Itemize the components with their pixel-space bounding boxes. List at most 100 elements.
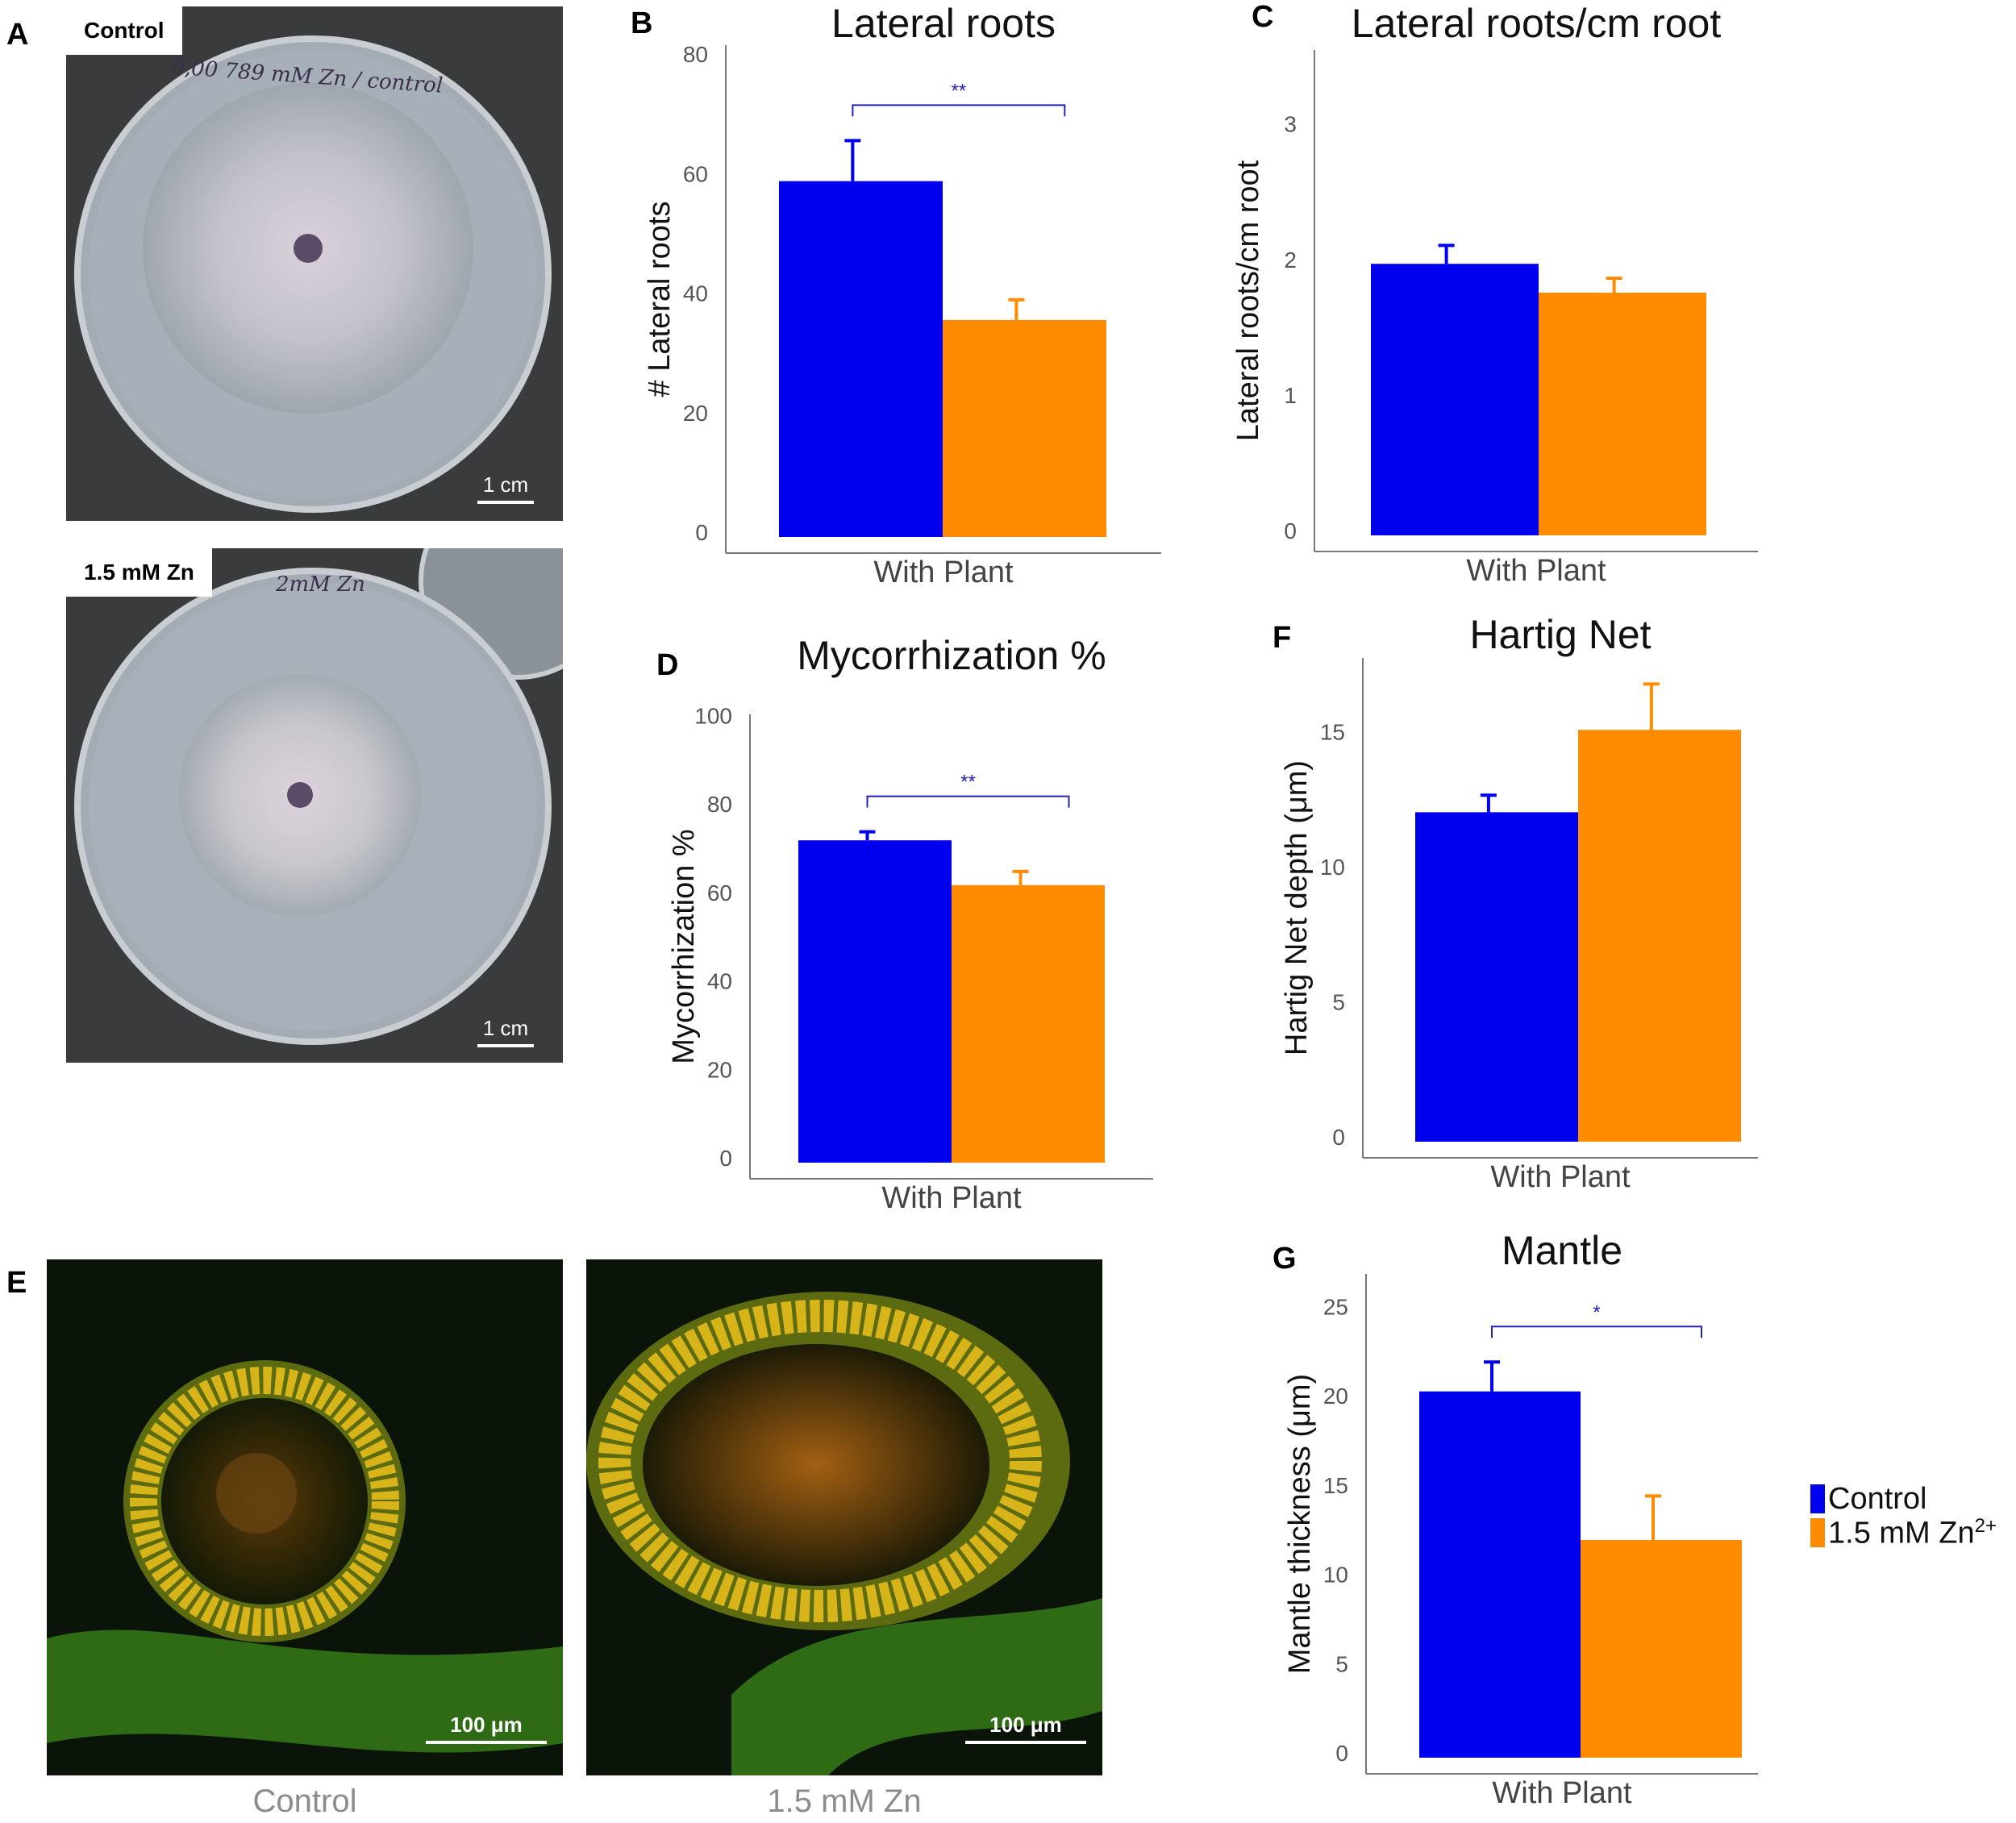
scale-bar-plate-control: 1 cm [477, 472, 534, 504]
panel-letter-e: E [6, 1266, 27, 1300]
bar-control [1371, 264, 1539, 535]
y-tick-label: 15 [1323, 1473, 1348, 1498]
scale-line [426, 1741, 547, 1744]
bar-zinc [1581, 1540, 1742, 1758]
x-tick-label: With Plant [1466, 554, 1606, 588]
bar-control [1415, 812, 1578, 1142]
chart-panel-g: Mantle 0 5 10 15 20 25 Mantle thickness (μm) Wit… [1210, 1228, 1774, 1822]
y-tick-label: 60 [683, 161, 708, 186]
legend-label-zinc: 1.5 mM Zn2+ [1828, 1515, 1997, 1551]
chart-panel-f: Hartig Net 0 5 10 15 Hartig Net depth (μm) Wit… [1210, 612, 1774, 1201]
y-axis-label: Hartig Net depth (μm) [1280, 760, 1314, 1055]
y-tick-label: 20 [1323, 1384, 1348, 1409]
panel-letter-g: G [1272, 1242, 1297, 1276]
petri-plate-zinc: 1.5 mM Zn 2mM Zn 1 cm [66, 548, 563, 1063]
y-tick-label: 0 [1335, 1741, 1348, 1766]
bar-zinc [1539, 293, 1706, 535]
significance-label: ** [960, 772, 976, 793]
micrograph-control: 100 μm [47, 1259, 563, 1775]
y-tick-label: 0 [1284, 518, 1297, 543]
bar-control [1419, 1391, 1581, 1758]
y-tick-label: 20 [707, 1057, 732, 1082]
bar-zinc [943, 319, 1106, 537]
chart-svg-g: Mantle 0 5 10 15 20 25 Mantle thickness (μm) Wit… [1283, 1228, 1758, 1810]
y-tick-label: 20 [683, 401, 708, 426]
legend-swatch-zinc [1810, 1518, 1825, 1547]
panel-letter-c: C [1252, 0, 1274, 34]
petri-dish-zinc-image [66, 548, 563, 1063]
y-tick-label: 100 [694, 703, 732, 728]
y-tick-label: 1 [1284, 383, 1297, 408]
panel-letter-a: A [6, 18, 29, 52]
panel-letter-b: B [631, 6, 653, 40]
chart-title: Hartig Net [1469, 612, 1651, 657]
bar-control [798, 840, 952, 1163]
y-axis-label: Mycorrhization % [667, 829, 701, 1063]
petri-plate-control: Control 0,00 789 mM Zn / control 1 cm [66, 6, 563, 521]
y-tick-label: 80 [707, 792, 732, 817]
significance-label: * [1593, 1301, 1600, 1323]
y-tick-label: 5 [1332, 989, 1345, 1014]
x-tick-label: With Plant [1490, 1160, 1631, 1194]
scale-label: 1 cm [482, 472, 529, 497]
micrograph-control-image [47, 1259, 563, 1775]
legend-item-zinc: 1.5 mM Zn2+ [1810, 1515, 1997, 1551]
chart-svg-d: Mycorrhization % 0 20 40 60 80 100 Mycorrhizati… [667, 633, 1153, 1215]
legend-label-control: Control [1828, 1481, 1927, 1516]
y-tick-label: 5 [1335, 1651, 1348, 1676]
plate-handwriting-zinc: 2mM Zn [276, 572, 365, 597]
scale-line [965, 1741, 1086, 1744]
chart-panel-d: Mycorrhization % 0 20 40 60 80 100 Mycorrhizati… [621, 633, 1185, 1226]
scale-line [477, 1044, 534, 1047]
bar-zinc [1578, 730, 1741, 1142]
chart-svg-b: Lateral roots 0 20 40 60 80 # Lateral roots Wit… [643, 1, 1161, 589]
scale-label: 100 μm [989, 1713, 1062, 1737]
y-tick-label: 3 [1284, 112, 1297, 137]
x-tick-label: With Plant [1492, 1776, 1632, 1810]
micrograph-zinc-image [586, 1259, 1102, 1775]
y-tick-label: 15 [1320, 719, 1345, 744]
y-tick-label: 10 [1323, 1563, 1348, 1588]
scale-label: 100 μm [450, 1713, 523, 1737]
chart-title: Lateral roots [831, 1, 1056, 46]
y-axis-label: Mantle thickness (μm) [1283, 1374, 1317, 1674]
chart-panel-c: Lateral roots/cm root 0 1 2 3 Lateral roots/c… [1210, 0, 1774, 589]
significance-bracket [866, 795, 1070, 808]
legend-item-control: Control [1810, 1482, 1997, 1516]
panel-letter-f: F [1272, 621, 1292, 655]
chart-title: Mantle [1502, 1228, 1622, 1273]
chart-svg-c: Lateral roots/cm root 0 1 2 3 Lateral roots/c… [1231, 1, 1758, 588]
scale-label: 1 cm [482, 1016, 529, 1040]
bar-zinc [952, 884, 1105, 1163]
y-tick-label: 40 [683, 281, 708, 306]
chart-title: Mycorrhization % [797, 633, 1106, 678]
micrograph-caption-control: Control [252, 1783, 357, 1819]
x-tick-label: With Plant [881, 1181, 1022, 1215]
scale-bar-plate-zinc: 1 cm [477, 1016, 534, 1047]
bar-control [779, 181, 943, 537]
chart-panel-b: Lateral roots 0 20 40 60 80 # Lateral roots Wit… [621, 0, 1185, 589]
scale-line [477, 501, 534, 504]
legend-swatch-control [1810, 1484, 1825, 1513]
y-tick-label: 25 [1323, 1294, 1348, 1319]
legend-label-zinc-sup: 2+ [1974, 1514, 1997, 1537]
y-tick-label: 0 [695, 520, 708, 545]
y-tick-label: 10 [1320, 855, 1345, 880]
scale-bar-micro-zinc: 100 μm [965, 1713, 1086, 1744]
legend-label-zinc-base: 1.5 mM Zn [1828, 1516, 1975, 1550]
micrograph-caption-zinc: 1.5 mM Zn [767, 1783, 922, 1819]
micrograph-zinc: 100 μm [586, 1259, 1102, 1775]
significance-bracket [1491, 1326, 1702, 1338]
x-tick-label: With Plant [873, 556, 1014, 589]
significance-bracket [852, 104, 1066, 117]
significance-label: ** [952, 80, 967, 102]
y-tick-label: 0 [1332, 1125, 1345, 1150]
y-tick-label: 80 [683, 42, 708, 67]
y-tick-label: 40 [707, 969, 732, 994]
panel-letter-d: D [656, 648, 679, 682]
y-tick-label: 0 [719, 1146, 732, 1171]
chart-legend: Control 1.5 mM Zn2+ [1810, 1482, 1997, 1550]
chart-title: Lateral roots/cm root [1352, 1, 1722, 46]
